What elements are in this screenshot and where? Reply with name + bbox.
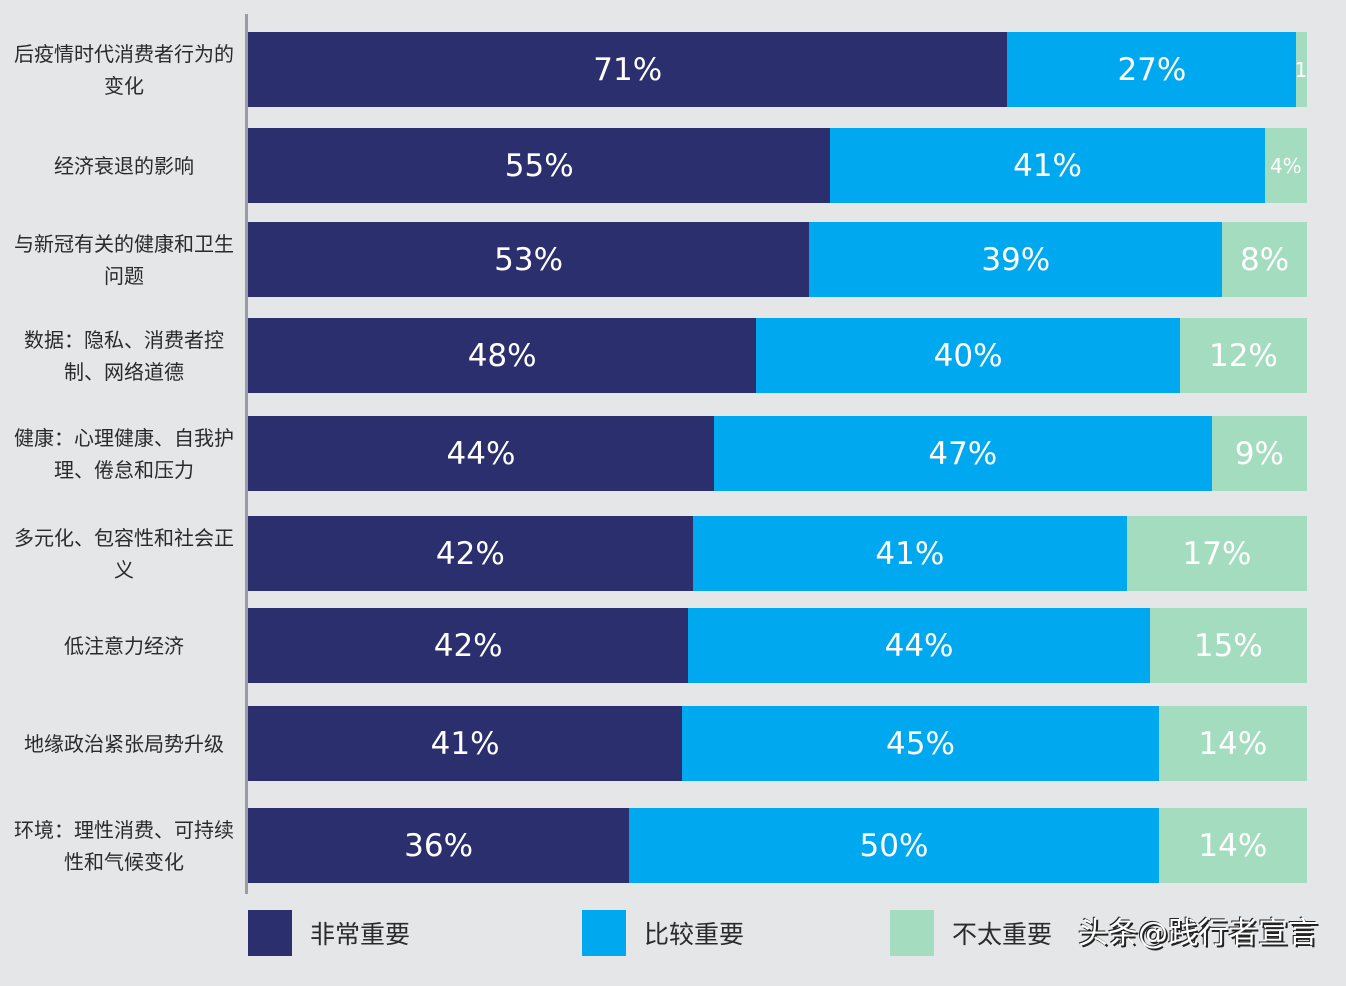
bar-segment: 41% <box>830 128 1265 203</box>
data-label: 50% <box>859 827 929 864</box>
legend-item-very-important: 非常重要 <box>248 910 410 956</box>
data-label: 4% <box>1269 153 1302 178</box>
bar-segment: 15% <box>1149 608 1307 683</box>
bar-segment: 55% <box>248 128 831 203</box>
bar-segment: 44% <box>248 416 714 491</box>
bar-segment: 9% <box>1211 416 1307 491</box>
data-label: 42% <box>433 627 503 664</box>
data-label: 8% <box>1240 241 1290 278</box>
bar-segment: 39% <box>809 222 1223 297</box>
data-label: 40% <box>933 337 1003 374</box>
bar-segment: 40% <box>756 318 1180 393</box>
data-label: 42% <box>435 535 505 572</box>
data-label: 44% <box>884 627 954 664</box>
bar-segment: 27% <box>1007 32 1297 107</box>
bar-segment: 14% <box>1158 706 1307 781</box>
bar-segment: 41% <box>692 516 1127 591</box>
category-label: 经济衰退的影响 <box>54 153 194 178</box>
data-label: 9% <box>1234 435 1284 472</box>
data-label: 41% <box>430 725 500 762</box>
category-label: 地缘政治紧张局势升级 <box>24 731 224 756</box>
data-label: 47% <box>928 435 998 472</box>
data-label: 45% <box>886 725 955 762</box>
category-label: 数据：隐私、消费者控制、网络道德 <box>24 327 224 384</box>
data-label: 14% <box>1198 725 1268 762</box>
y-axis-line <box>245 14 248 894</box>
category-label: 环境：理性消费、可持续性和气候变化 <box>14 817 234 874</box>
data-label: 44% <box>446 435 516 472</box>
bar-segment: 42% <box>248 516 693 591</box>
legend-label: 比较重要 <box>644 920 745 949</box>
legend-item-less-important: 不太重要 <box>890 910 1052 956</box>
data-label: 41% <box>1013 147 1082 184</box>
bar-segment: 71% <box>248 32 1008 107</box>
bar-segment: 17% <box>1126 516 1307 591</box>
category-label: 后疫情时代消费者行为的变化 <box>14 41 234 98</box>
data-label: 71% <box>593 51 663 88</box>
data-label: 12% <box>1208 337 1278 374</box>
data-label: 41% <box>875 535 945 572</box>
bar-segment: 14% <box>1158 808 1307 883</box>
bar-segment: 44% <box>688 608 1150 683</box>
category-label: 健康：心理健康、自我护理、倦怠和压力 <box>14 425 234 482</box>
data-label: 27% <box>1117 51 1187 88</box>
bar-segment: 48% <box>248 318 757 393</box>
legend-swatch <box>582 910 626 956</box>
bar-segment: 1% <box>1296 32 1307 107</box>
bar-segment: 36% <box>248 808 630 883</box>
data-label: 53% <box>494 241 564 278</box>
bar-segment: 42% <box>248 608 689 683</box>
legend-swatch <box>248 910 292 956</box>
bar-segment: 47% <box>713 416 1212 491</box>
data-label: 39% <box>981 241 1051 278</box>
bar-segment: 8% <box>1222 222 1307 297</box>
watermark: 头条@践行者宣言 <box>1078 916 1318 951</box>
legend-label: 不太重要 <box>952 920 1053 949</box>
data-label: 48% <box>467 337 537 374</box>
data-label: 1% <box>1296 57 1307 82</box>
bar-segment: 41% <box>248 706 683 781</box>
data-label: 17% <box>1182 535 1252 572</box>
data-label: 55% <box>504 147 574 184</box>
bar-segment: 50% <box>629 808 1159 883</box>
category-label: 与新冠有关的健康和卫生问题 <box>14 231 234 288</box>
bar-segment: 53% <box>248 222 810 297</box>
legend-label: 非常重要 <box>310 920 411 949</box>
data-label: 36% <box>404 827 474 864</box>
legend-swatch <box>890 910 934 956</box>
bar-segment: 4% <box>1264 128 1307 203</box>
bar-segment: 12% <box>1179 318 1307 393</box>
data-label: 14% <box>1198 827 1268 864</box>
category-label: 低注意力经济 <box>64 633 184 658</box>
legend-item-fairly-important: 比较重要 <box>582 910 744 956</box>
category-label: 多元化、包容性和社会正义 <box>14 525 234 582</box>
bar-segment: 45% <box>682 706 1159 781</box>
data-label: 15% <box>1193 627 1263 664</box>
